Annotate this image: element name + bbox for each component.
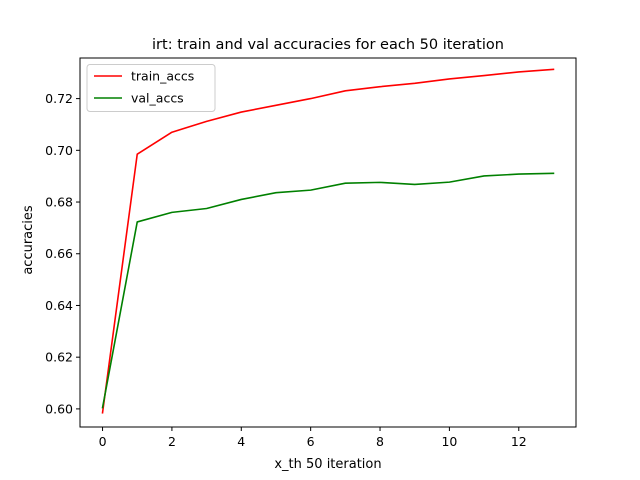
plot-area	[101, 68, 555, 414]
x-axis-label: x_th 50 iteration	[274, 457, 381, 472]
legend-label-val-accs: val_accs	[131, 91, 184, 106]
series-line-val-accs	[101, 172, 555, 409]
y-tick-label: 0.64	[45, 298, 73, 313]
y-tick-label: 0.66	[45, 246, 73, 261]
y-axis-label: accuracies	[21, 205, 36, 275]
x-tick-label: 2	[168, 434, 176, 449]
y-tick-label: 0.60	[45, 401, 73, 416]
y-tick-label: 0.72	[45, 91, 73, 106]
legend-label-train-accs: train_accs	[131, 69, 194, 84]
legend: train_accs val_accs	[86, 64, 216, 112]
chart-title: irt: train and val accuracies for each 5…	[152, 37, 504, 53]
x-tick-label: 8	[376, 434, 384, 449]
y-tick-label: 0.70	[45, 143, 73, 158]
axis-ticks: 0 2 4 6 8 10 12 0.60 0.62 0.64 0.66 0.68 0.70 0.72	[45, 91, 527, 449]
y-tick-label: 0.62	[45, 350, 73, 365]
x-tick-label: 10	[441, 434, 457, 449]
axes-frame	[79, 57, 577, 428]
y-tick-label: 0.68	[45, 195, 73, 210]
series-line-train-accs	[101, 68, 555, 414]
x-tick-label: 0	[99, 434, 107, 449]
x-tick-label: 6	[307, 434, 315, 449]
x-tick-label: 12	[511, 434, 527, 449]
x-tick-label: 4	[237, 434, 245, 449]
